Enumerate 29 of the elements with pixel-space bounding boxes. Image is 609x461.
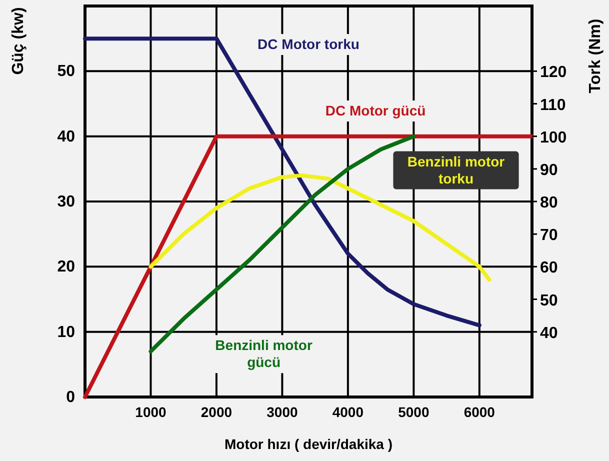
y2-tick-label: 100: [540, 129, 567, 146]
text: DC Motor torku: [258, 36, 360, 52]
y-tick-label: 10: [57, 324, 76, 341]
y2-tick-label: 80: [540, 194, 558, 212]
y-tick-label: 30: [57, 194, 76, 210]
series-label: DC Motor gücü: [325, 102, 426, 118]
y-tick-label: 0: [66, 389, 76, 406]
y2-tick-label: 60: [540, 260, 558, 277]
x-tick-label: 4000: [332, 404, 364, 420]
text: Benzinli motor gücü: [215, 337, 313, 370]
y2-tick-label: 50: [540, 292, 558, 310]
line-series: [148, 173, 492, 282]
x-tick-label: 2000: [200, 404, 232, 420]
x-tick-label: 5000: [398, 404, 430, 420]
y2-tick-label: 40: [540, 324, 558, 342]
y2-tick-label: 90: [540, 162, 558, 179]
y-tick-label: 40: [57, 128, 76, 146]
y2-tick-label: 120: [540, 64, 567, 82]
y-axis-title: Güç (kw): [10, 7, 27, 75]
x-axis-title: Motor hızı ( devir/dakika ): [224, 436, 393, 452]
x-tick-label: 1000: [135, 404, 167, 420]
y-tick-label: 20: [57, 258, 76, 276]
x-tick-label: 6000: [464, 404, 496, 420]
text: Benzinli motor torku: [407, 153, 506, 186]
y2-tick-label: 70: [540, 227, 558, 244]
x-tick-label: 3000: [266, 404, 298, 420]
y2-tick-label: 110: [540, 96, 566, 114]
y2-axis-title: Tork (Nm): [587, 18, 604, 94]
y-tick-label: 50: [57, 63, 76, 80]
